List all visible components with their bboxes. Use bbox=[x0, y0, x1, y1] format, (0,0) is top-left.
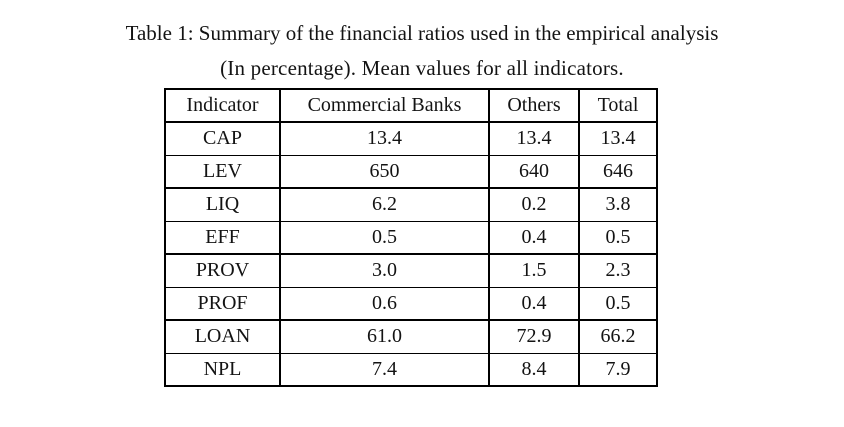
value-cell: 640 bbox=[488, 154, 580, 189]
value-cell: 8.4 bbox=[488, 352, 580, 387]
table-row-lev: LEV 650 640 646 bbox=[164, 154, 658, 189]
table-row-prov: PROV 3.0 1.5 2.3 bbox=[164, 253, 658, 288]
caption-line-2: (In percentage). Mean values for all ind… bbox=[220, 56, 624, 80]
indicator-cell: PROV bbox=[164, 253, 281, 288]
value-cell: 646 bbox=[578, 154, 658, 189]
indicator-cell: LEV bbox=[164, 154, 281, 189]
indicator-cell: EFF bbox=[164, 220, 281, 255]
table-caption: Table 1: Summary of the financial ratios… bbox=[0, 16, 844, 86]
value-cell: 3.8 bbox=[578, 187, 658, 222]
indicator-cell: LOAN bbox=[164, 319, 281, 354]
header-cell-total: Total bbox=[578, 88, 658, 123]
value-cell: 2.3 bbox=[578, 253, 658, 288]
value-cell: 13.4 bbox=[279, 121, 490, 156]
indicator-cell: CAP bbox=[164, 121, 281, 156]
header-cell-indicator: Indicator bbox=[164, 88, 281, 123]
header-cell-commercial-banks: Commercial Banks bbox=[279, 88, 490, 123]
header-cell-others: Others bbox=[488, 88, 580, 123]
table-row-loan: LOAN 61.0 72.9 66.2 bbox=[164, 319, 658, 354]
value-cell: 6.2 bbox=[279, 187, 490, 222]
table-row-eff: EFF 0.5 0.4 0.5 bbox=[164, 220, 658, 255]
value-cell: 3.0 bbox=[279, 253, 490, 288]
value-cell: 1.5 bbox=[488, 253, 580, 288]
value-cell: 72.9 bbox=[488, 319, 580, 354]
value-cell: 0.6 bbox=[279, 286, 490, 321]
table-row-cap: CAP 13.4 13.4 13.4 bbox=[164, 121, 658, 156]
financial-ratios-table: Indicator Commercial Banks Others Total … bbox=[164, 88, 658, 387]
indicator-cell: PROF bbox=[164, 286, 281, 321]
header-row: Indicator Commercial Banks Others Total bbox=[164, 88, 658, 123]
table-row-liq: LIQ 6.2 0.2 3.8 bbox=[164, 187, 658, 222]
indicator-cell: NPL bbox=[164, 352, 281, 387]
value-cell: 13.4 bbox=[488, 121, 580, 156]
value-cell: 0.4 bbox=[488, 220, 580, 255]
value-cell: 0.4 bbox=[488, 286, 580, 321]
value-cell: 0.5 bbox=[578, 220, 658, 255]
value-cell: 650 bbox=[279, 154, 490, 189]
value-cell: 13.4 bbox=[578, 121, 658, 156]
value-cell: 66.2 bbox=[578, 319, 658, 354]
table-row-npl: NPL 7.4 8.4 7.9 bbox=[164, 352, 658, 387]
value-cell: 0.5 bbox=[279, 220, 490, 255]
value-cell: 61.0 bbox=[279, 319, 490, 354]
indicator-cell: LIQ bbox=[164, 187, 281, 222]
caption-line-1: Table 1: Summary of the financial ratios… bbox=[125, 21, 719, 45]
table-row-prof: PROF 0.6 0.4 0.5 bbox=[164, 286, 658, 321]
value-cell: 0.5 bbox=[578, 286, 658, 321]
value-cell: 7.9 bbox=[578, 352, 658, 387]
value-cell: 0.2 bbox=[488, 187, 580, 222]
value-cell: 7.4 bbox=[279, 352, 490, 387]
